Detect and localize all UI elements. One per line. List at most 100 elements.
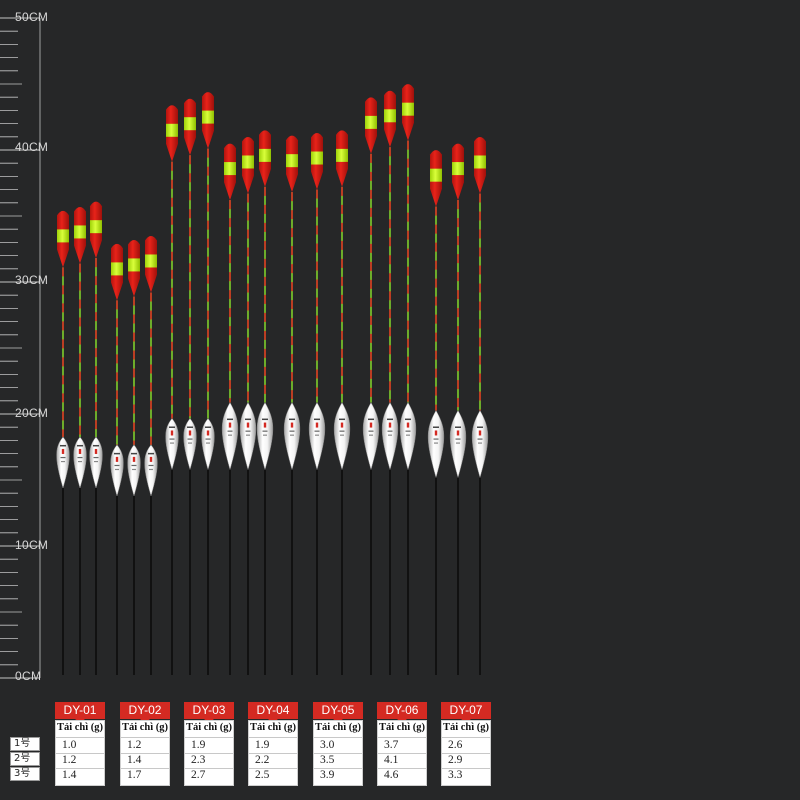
- float-body-print: [387, 430, 393, 432]
- group-name: DY-06: [377, 702, 427, 723]
- float-body-print: [340, 434, 344, 436]
- float-body-print: [387, 418, 393, 421]
- float-body-print: [227, 418, 233, 421]
- float-tip-band: [402, 102, 414, 116]
- value-3: 2.5: [255, 769, 270, 781]
- group-name: DY-04: [248, 702, 298, 723]
- value-3: 3.3: [448, 769, 463, 781]
- float-body-print: [369, 434, 373, 436]
- float-body-print: [289, 430, 295, 432]
- value-1: 1.0: [62, 739, 77, 751]
- float-body-logo: [149, 456, 153, 462]
- float-body-logo: [78, 448, 82, 454]
- float-body-logo: [61, 448, 65, 454]
- value-3: 3.9: [320, 769, 335, 781]
- sub-label: Tải chì (g): [378, 722, 426, 733]
- float-dy-04-3: [256, 130, 274, 675]
- float-body-logo: [263, 422, 267, 428]
- sub-label: Tải chì (g): [442, 722, 490, 733]
- float-dy-04-2: [239, 136, 257, 675]
- float-dy-02-3: [144, 235, 158, 675]
- float-body-print: [246, 434, 250, 436]
- float-tip-band: [145, 254, 157, 268]
- group-dy-06: DY-06 Tải chì (g) 3.7 4.1 4.6: [377, 702, 427, 786]
- float-body-logo: [206, 430, 210, 436]
- float-tip-band: [202, 110, 214, 124]
- group-values: Tải chì (g) 2.6 2.9 3.3: [441, 720, 491, 786]
- float-body: [239, 402, 257, 471]
- float-body-print: [77, 456, 83, 459]
- float-body-print: [455, 438, 461, 440]
- float-tip-band: [286, 154, 298, 168]
- float-dy-06-1: [362, 97, 380, 675]
- float-body: [183, 418, 197, 471]
- group-name: DY-03: [184, 702, 234, 723]
- ruler-label-0: 0CM: [15, 669, 42, 683]
- float-body-print: [245, 430, 251, 432]
- float-body: [221, 402, 239, 471]
- float-body-print: [206, 442, 210, 444]
- float-body-print: [115, 468, 119, 471]
- sub-label: Tải chì (g): [56, 722, 104, 733]
- float-body-logo: [434, 430, 438, 436]
- float-body-print: [93, 456, 99, 459]
- group-name: DY-01: [55, 702, 105, 723]
- float-tip-band: [365, 115, 377, 129]
- float-dy-07-1: [427, 150, 445, 675]
- float-body-logo: [94, 448, 98, 454]
- value-2: 4.1: [384, 754, 399, 766]
- float-body-logo: [406, 422, 410, 428]
- float-tip-band: [384, 109, 396, 123]
- group-dy-03: DY-03 Tải chì (g) 1.9 2.3 2.7: [184, 702, 234, 786]
- float-body: [399, 402, 417, 471]
- float-tip-band: [57, 229, 69, 243]
- float-body-print: [339, 418, 345, 421]
- group-values: Tải chì (g) 1.0 1.2 1.4: [55, 720, 105, 786]
- sub-label: Tải chì (g): [249, 722, 297, 733]
- float-body-print: [455, 426, 461, 428]
- float-body-print: [131, 452, 137, 455]
- float-dy-06-3: [399, 84, 417, 675]
- float-body-print: [433, 438, 439, 440]
- float-body-print: [77, 444, 83, 447]
- float-dy-05-2: [308, 133, 326, 675]
- float-body-logo: [456, 430, 460, 436]
- float-body-print: [456, 442, 460, 444]
- float-body-print: [228, 434, 232, 436]
- value-3: 4.6: [384, 769, 399, 781]
- float-body-logo: [315, 422, 319, 428]
- float-body-logo: [340, 422, 344, 428]
- float-tip-band: [184, 117, 196, 131]
- float-body: [89, 436, 103, 489]
- value-1: 2.6: [448, 739, 463, 751]
- float-body-print: [368, 418, 374, 421]
- float-dy-03-1: [165, 105, 179, 675]
- value-1: 1.9: [191, 739, 206, 751]
- float-body-print: [289, 418, 295, 421]
- float-dy-01-1: [56, 210, 70, 675]
- value-2: 1.2: [62, 754, 77, 766]
- float-body-logo: [188, 430, 192, 436]
- float-body: [471, 409, 489, 479]
- float-tip-band: [242, 155, 254, 169]
- float-body-logo: [132, 456, 136, 462]
- float-tip-band: [336, 148, 348, 162]
- float-tip-band: [74, 225, 86, 239]
- float-body-print: [148, 452, 154, 455]
- float-body: [427, 409, 445, 479]
- float-body-print: [205, 438, 211, 440]
- group-dy-05: DY-05 Tải chì (g) 3.0 3.5 3.9: [313, 702, 363, 786]
- value-3: 2.7: [191, 769, 206, 781]
- float-body: [333, 402, 351, 471]
- float-tip-band: [430, 168, 442, 182]
- float-body-print: [188, 442, 192, 444]
- group-name: DY-05: [313, 702, 363, 723]
- float-body: [165, 418, 179, 471]
- float-tip-band: [474, 155, 486, 169]
- float-dy-03-2: [183, 98, 197, 675]
- float-tip-band: [166, 123, 178, 137]
- float-dy-01-2: [73, 206, 87, 675]
- float-body-print: [114, 464, 120, 467]
- row-label-3: 3号: [10, 767, 40, 781]
